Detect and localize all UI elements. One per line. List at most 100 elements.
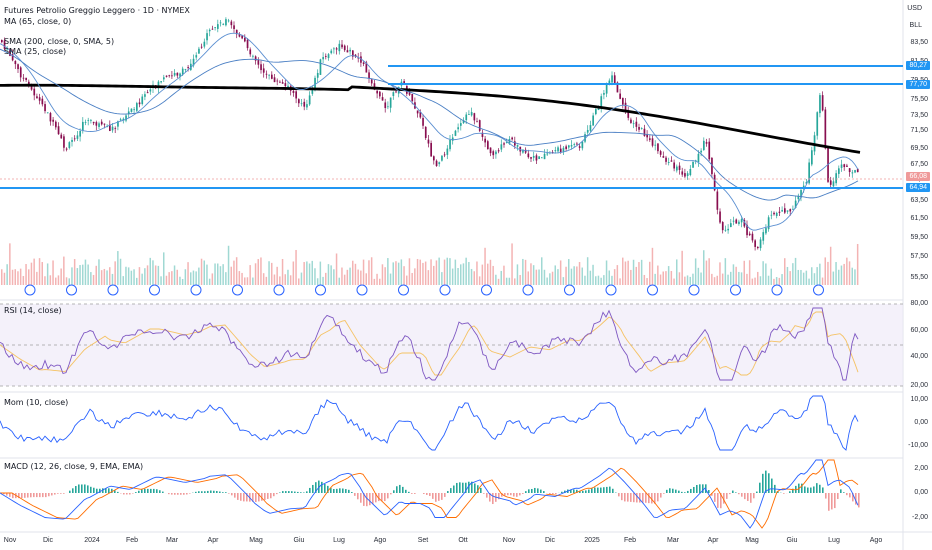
- volume-bar: [549, 273, 551, 285]
- candle-body: [481, 132, 484, 138]
- volume-bar: [100, 270, 103, 285]
- candle-body: [500, 144, 503, 150]
- candle-body: [25, 77, 27, 80]
- volume-bar: [781, 274, 783, 285]
- macd-histogram-bar: [342, 488, 344, 493]
- macd-histogram-bar: [726, 493, 728, 499]
- candle-body: [360, 56, 362, 63]
- volume-bar: [487, 263, 489, 285]
- macd-histogram-bar: [585, 490, 587, 493]
- candle-body: [576, 143, 578, 145]
- candle-body: [673, 162, 675, 169]
- candle-body: [55, 121, 57, 128]
- indicator-lines: [0, 32, 861, 231]
- macd-histogram-bar: [450, 488, 452, 493]
- volume-bar: [757, 271, 759, 285]
- volume-bar: [11, 269, 14, 285]
- unit-label[interactable]: BLL: [909, 22, 922, 29]
- macd-histogram-bar: [414, 493, 416, 494]
- macd-histogram-bar: [801, 483, 803, 493]
- candle-body: [73, 138, 76, 140]
- volume-bar: [365, 273, 367, 285]
- macd-histogram-bar: [81, 484, 83, 493]
- volume-bar: [279, 276, 281, 285]
- macd-histogram-bar: [540, 489, 542, 493]
- rsi-lines: [0, 307, 859, 381]
- event-icon: [564, 284, 575, 296]
- indicator-ma65[interactable]: MA (65, close, 0): [4, 17, 72, 26]
- volume-bar: [17, 271, 19, 285]
- volume-bar: [595, 276, 597, 285]
- volume-bar: [703, 250, 705, 285]
- macd-histogram-bar: [39, 493, 41, 498]
- macd-histogram-bar: [783, 493, 785, 494]
- macd-histogram-bar: [687, 490, 689, 493]
- event-icons: [24, 284, 824, 296]
- volume-bar: [211, 273, 214, 285]
- volume-bar: [676, 259, 678, 285]
- indicator-sma25[interactable]: SMA (25, close): [4, 47, 67, 56]
- macd-histogram-bar: [132, 493, 134, 494]
- volume-bar: [775, 277, 778, 285]
- candle-body: [478, 120, 481, 131]
- sma200-line: [0, 83, 861, 154]
- volume-bar: [300, 272, 303, 285]
- macd-histogram-bar: [282, 491, 284, 493]
- month-tick-label: Nov: [3, 537, 17, 544]
- macd-histogram-bar: [351, 492, 353, 493]
- indicator-macd[interactable]: MACD (12, 26, close, 9, EMA, EMA): [4, 462, 144, 471]
- volume-bar: [82, 264, 84, 285]
- rsi-tick-label: 20,00: [910, 382, 928, 389]
- volume-bar: [778, 277, 781, 285]
- event-icon: [24, 284, 36, 296]
- candle-body: [136, 103, 138, 111]
- candle-body: [246, 39, 249, 49]
- candle-body: [38, 97, 41, 101]
- month-tick-label: Giu: [786, 537, 798, 544]
- volume-bar: [838, 269, 840, 285]
- candle-body: [149, 89, 152, 92]
- volume-bar: [481, 264, 484, 285]
- indicator-sma200[interactable]: SMA (200, close, 0, SMA, 5): [4, 37, 115, 46]
- volume-bar: [848, 261, 851, 285]
- volume-bar: [163, 252, 165, 285]
- price-tick-label: 67,50: [910, 161, 928, 168]
- volume-bar: [565, 266, 567, 285]
- currency-label[interactable]: USD: [907, 5, 922, 12]
- volume-bar: [376, 273, 378, 285]
- candle-body: [114, 128, 117, 130]
- indicator-rsi[interactable]: RSI (14, close): [4, 306, 62, 315]
- rsi-tick-label: 80,00: [910, 300, 928, 307]
- candle-body: [435, 160, 438, 167]
- volume-bar: [557, 269, 559, 285]
- candle-body: [524, 149, 527, 153]
- volume-bar: [684, 276, 686, 285]
- volume-bar: [551, 271, 554, 285]
- price-tag-77: 77,70: [906, 80, 930, 89]
- volume-bar: [60, 268, 62, 285]
- candle-body: [427, 139, 430, 144]
- month-tick-label: Nov: [502, 537, 516, 544]
- volume-bar: [438, 257, 440, 285]
- volume-bar: [403, 266, 405, 285]
- volume-bar: [419, 259, 421, 285]
- candle-body: [487, 141, 489, 150]
- volume-bar: [117, 251, 119, 285]
- macd-histogram-bar: [135, 492, 137, 493]
- macd-histogram-bar: [684, 492, 686, 493]
- candle-body: [117, 121, 119, 127]
- volume-bar: [14, 269, 16, 285]
- macd-histogram-bar: [426, 493, 428, 495]
- volume-bar: [667, 266, 670, 285]
- mom-line: [0, 395, 859, 451]
- indicator-mom[interactable]: Mom (10, close): [4, 398, 69, 407]
- candle-body: [738, 221, 740, 224]
- candle-body: [535, 155, 538, 161]
- volume-bar: [265, 276, 268, 285]
- candles: [1, 17, 859, 251]
- candle-body: [784, 208, 786, 213]
- candle-body: [489, 147, 492, 154]
- macd-histogram-bar: [45, 493, 47, 498]
- event-icon: [481, 284, 492, 296]
